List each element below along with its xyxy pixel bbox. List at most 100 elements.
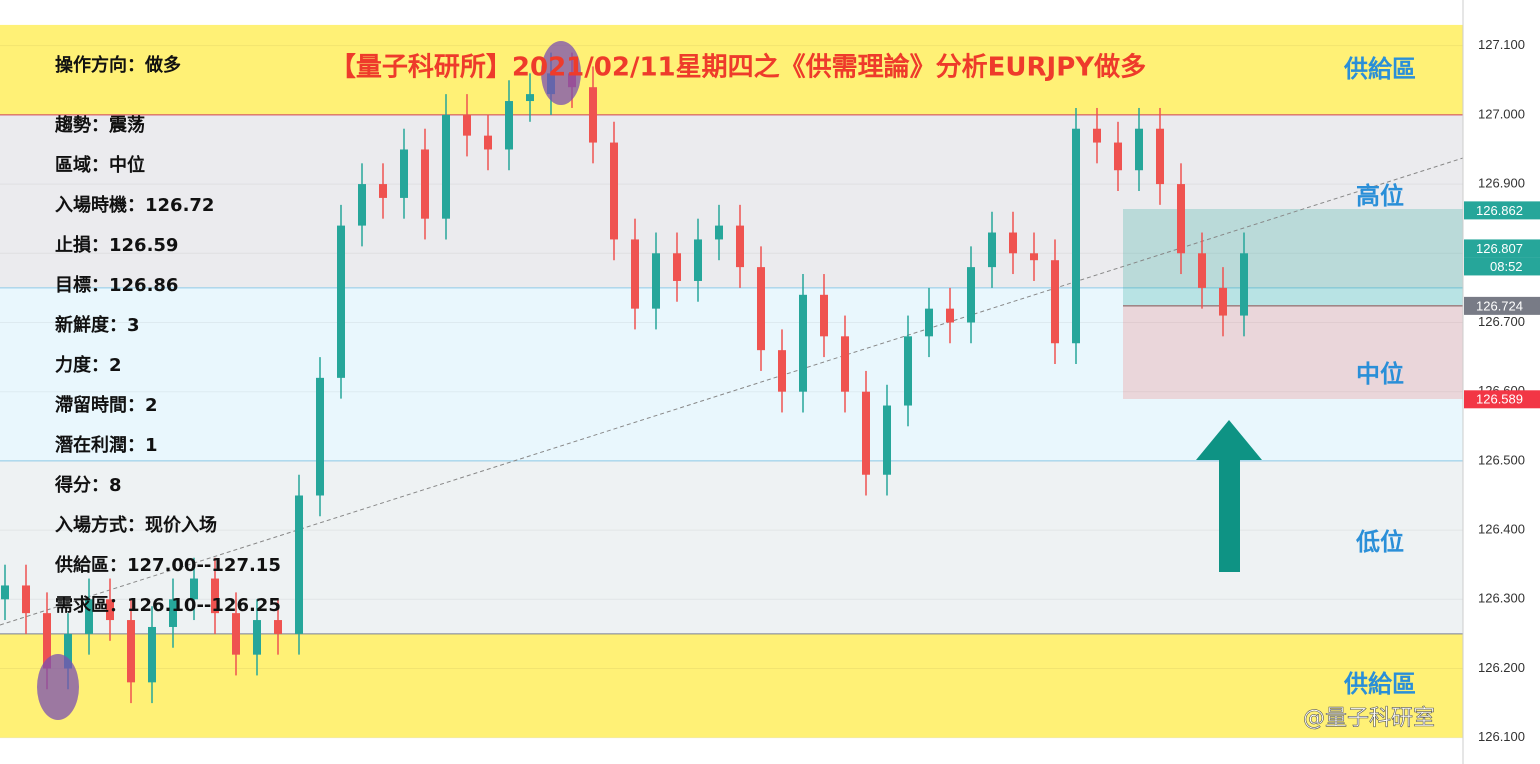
info-line: 需求區：126.10--126.25 (55, 594, 281, 616)
candle-body (1009, 232, 1017, 254)
trend-line (0, 157, 1464, 626)
price-tag (1464, 201, 1540, 220)
candle-body (1156, 128, 1164, 185)
candle-body (631, 239, 639, 309)
candle-body (1114, 142, 1122, 171)
candle-body (988, 232, 996, 268)
candle-body (694, 239, 702, 281)
candle-body (505, 101, 513, 150)
y-tick-label: 126.400 (1478, 522, 1525, 537)
y-tick-label: 126.200 (1478, 660, 1525, 675)
price-tag (1464, 390, 1540, 409)
y-tick-label: 126.500 (1478, 452, 1525, 467)
candle-body (1051, 260, 1059, 344)
candle-body (148, 626, 156, 683)
candle-body (841, 336, 849, 392)
zone-label: 高位 (1356, 182, 1404, 210)
candle-body (43, 613, 51, 669)
info-line: 潛在利潤：1 (55, 434, 158, 456)
y-tick-label: 126.900 (1478, 176, 1525, 191)
price-tag-label: 126.589 (1476, 392, 1523, 407)
candle-body (316, 377, 324, 496)
candle-body (799, 294, 807, 392)
price-tag-label: 126.807 (1476, 241, 1523, 256)
y-tick-label: 127.100 (1478, 37, 1525, 52)
zone-label: 低位 (1355, 528, 1404, 556)
candle-body (883, 405, 891, 475)
candle-body (22, 585, 30, 614)
countdown: 08:52 (1490, 259, 1523, 274)
price-tag (1464, 239, 1540, 258)
price-tag-label: 126.862 (1476, 203, 1523, 218)
info-line: 新鮮度：3 (55, 314, 140, 336)
candle-body (757, 267, 765, 351)
candle-body (652, 253, 660, 309)
marker-ellipse (541, 41, 581, 105)
candle-body (946, 308, 954, 323)
candle-body (589, 87, 597, 143)
candle-body (778, 350, 786, 392)
candle-body (400, 149, 408, 198)
candle-body (484, 135, 492, 150)
candle-body (1030, 253, 1038, 261)
candle-body (211, 578, 219, 614)
candle-body (169, 599, 177, 627)
candle-body (715, 225, 723, 240)
candle-body (1093, 128, 1101, 143)
zone (0, 633, 1463, 738)
candle-body (904, 336, 912, 406)
info-line: 滯留時間：2 (55, 394, 158, 416)
candle-body (1198, 253, 1206, 288)
y-tick-label: 126.300 (1478, 591, 1525, 606)
candle-body (421, 149, 429, 219)
zone-label: 供給區 (1343, 670, 1416, 698)
info-line: 供給區：127.00--127.15 (54, 554, 281, 576)
candle-body (610, 142, 618, 240)
info-line: 入場方式：现价入场 (55, 514, 217, 536)
candle-body (295, 495, 303, 634)
up-arrow (1196, 420, 1262, 572)
candle-body (64, 633, 72, 669)
info-line: 得分：8 (54, 474, 122, 496)
info-line: 入場時機：126.72 (55, 194, 214, 216)
candle-body (967, 267, 975, 323)
candle-body (85, 599, 93, 634)
foreground: 126.100126.200126.300126.400126.500126.6… (1464, 37, 1540, 744)
y-tick-label: 126.100 (1478, 729, 1525, 744)
candle-body (190, 578, 198, 600)
info-line: 目標：126.86 (55, 274, 178, 296)
candle-body (1135, 128, 1143, 171)
y-tick-label: 127.000 (1478, 106, 1525, 121)
candle-body (106, 599, 114, 621)
candle-body (673, 253, 681, 281)
candle-body (820, 294, 828, 337)
stop-box (1123, 305, 1463, 399)
candle-body (1177, 184, 1185, 254)
zone-label: 供給區 (1343, 55, 1416, 83)
candle-body (232, 613, 240, 655)
chart-title: 【量子科研所】2021/02/11星期四之《供需理論》分析EURJPY做多 (330, 52, 1146, 83)
watermark: @量子科研室 (1303, 706, 1435, 731)
info-line: 止損：126.59 (55, 234, 178, 256)
candles (1, 52, 1248, 704)
candle-body (1240, 253, 1248, 316)
candle-body (526, 94, 534, 102)
candle-body (337, 225, 345, 378)
candle-body (862, 391, 870, 475)
candle-body (925, 308, 933, 337)
candle-body (1072, 128, 1080, 344)
zone-label: 中位 (1356, 360, 1404, 388)
candle-body (1, 585, 9, 600)
candle-body (1219, 287, 1227, 316)
candle-body (379, 184, 387, 198)
target-box (1123, 209, 1463, 305)
candle-body (463, 114, 471, 136)
price-tag-label: 126.724 (1476, 298, 1523, 313)
candle-body (253, 620, 261, 655)
info-line: 操作方向：做多 (55, 54, 181, 76)
candle-body (274, 620, 282, 634)
candle-body (358, 184, 366, 226)
y-tick-label: 126.700 (1478, 314, 1525, 329)
marker-ellipse (37, 654, 79, 720)
